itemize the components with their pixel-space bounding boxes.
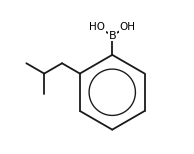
Text: HO: HO	[89, 22, 105, 32]
Text: B: B	[108, 31, 116, 41]
Text: OH: OH	[120, 22, 135, 32]
